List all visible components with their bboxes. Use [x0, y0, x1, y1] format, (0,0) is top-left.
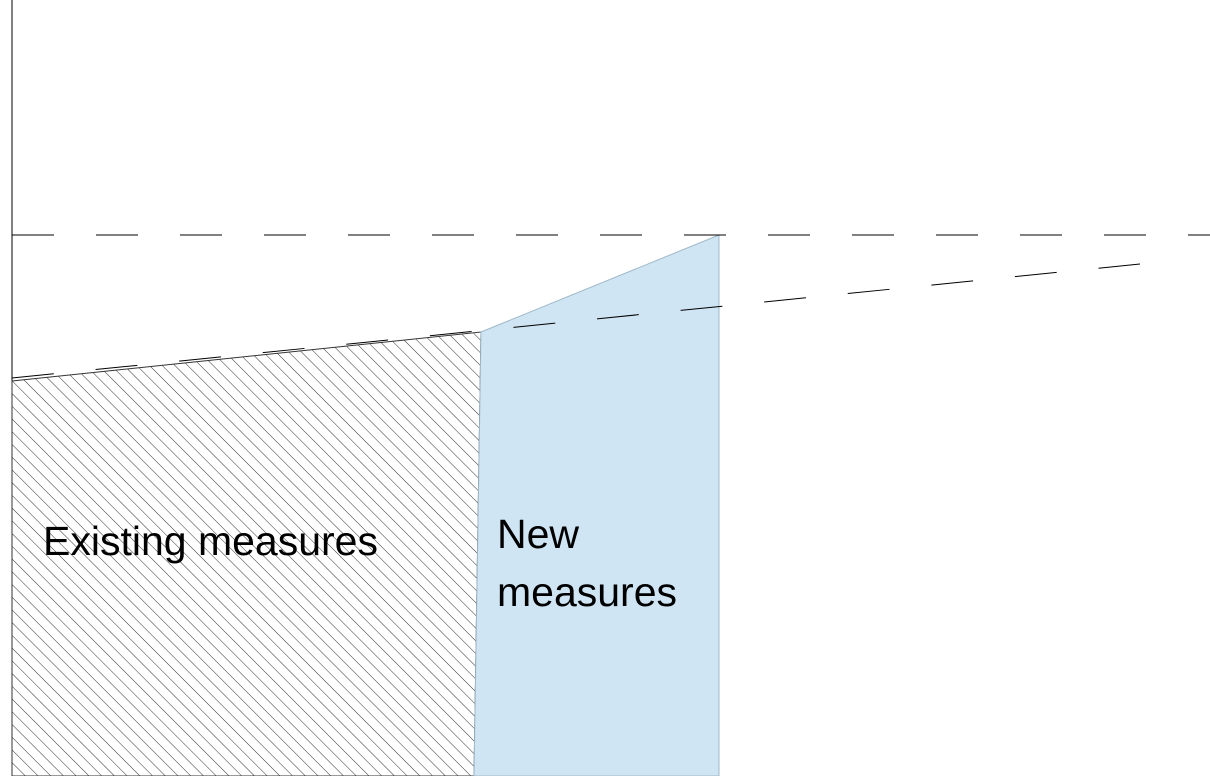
- new-measures-area: [473, 234, 720, 776]
- trend-dashed-line: [11, 263, 1141, 379]
- new-measures-label-line1: New: [497, 511, 579, 557]
- new-measures-label-line2: measures: [497, 569, 677, 615]
- existing-measures-label: Existing measures: [43, 518, 378, 564]
- existing-measures-area: [11, 331, 482, 776]
